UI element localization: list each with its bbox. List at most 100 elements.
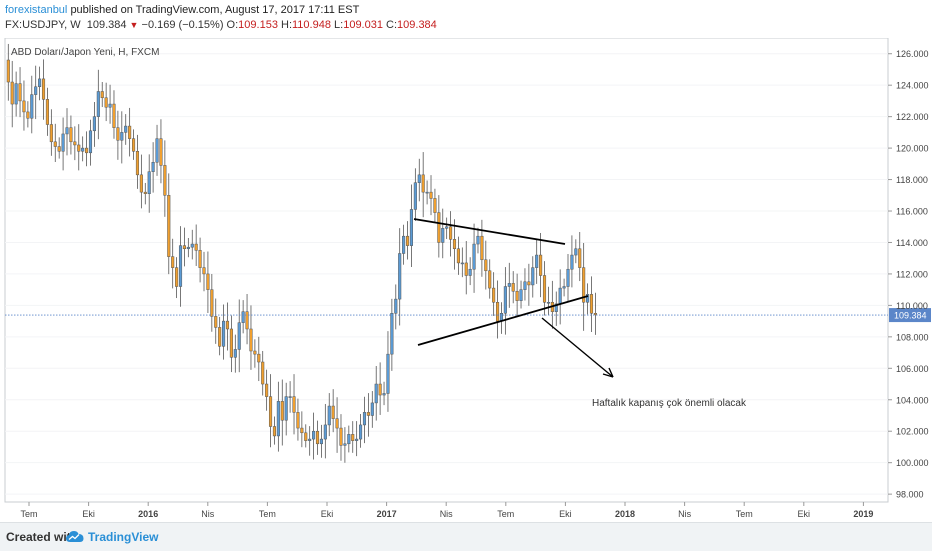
candle-up: [523, 281, 527, 290]
candle-up: [409, 209, 413, 246]
x-tick-label: Nis: [440, 509, 453, 519]
candle-down: [85, 147, 89, 154]
candle-down: [339, 427, 343, 446]
candle-down: [405, 235, 410, 246]
candle-down: [488, 270, 492, 289]
candle-down: [6, 59, 10, 83]
candle-up: [566, 268, 570, 287]
candle-down: [433, 198, 437, 213]
candle-up: [319, 438, 323, 445]
candle-up: [34, 86, 38, 95]
candle-up: [108, 103, 112, 108]
candle-down: [300, 427, 304, 434]
candle-up: [476, 235, 480, 245]
candle-down: [315, 430, 320, 445]
y-tick-label: 126.000: [896, 49, 929, 59]
candle-down: [351, 434, 355, 441]
candle-down: [492, 287, 496, 303]
candle-up: [155, 138, 159, 163]
candle-up: [124, 125, 128, 133]
candle-up: [233, 349, 237, 358]
candle-up: [288, 396, 292, 398]
drawings-group: 109.384: [5, 218, 931, 378]
candle-up: [222, 320, 226, 347]
candle-down: [104, 97, 108, 108]
upper-trendline: [413, 218, 566, 245]
open-value: 109.153: [238, 19, 278, 31]
y-tick-label: 108.000: [896, 332, 929, 342]
candle-up: [374, 383, 378, 404]
candle-up: [284, 396, 288, 421]
candle-down: [100, 91, 104, 99]
candle-down: [202, 267, 206, 275]
candle-down: [214, 316, 218, 328]
last-price-label: 109.384: [894, 311, 927, 321]
candlestick-chart[interactable]: 109.384 126.000 124.000 122.000 120.000 118.…: [0, 37, 932, 522]
x-tick-label: Nis: [201, 509, 214, 519]
candle-up: [359, 424, 363, 440]
candle-down: [589, 294, 594, 314]
candle-up: [370, 402, 374, 416]
candle-down: [218, 327, 222, 347]
candle-down: [77, 144, 81, 152]
candle-down: [480, 235, 484, 261]
candle-up: [468, 268, 472, 276]
x-tick-label: Tem: [736, 509, 753, 519]
close-value: 109.384: [397, 19, 437, 31]
candle-down: [261, 361, 265, 385]
y-tick-label: 112.000: [896, 269, 928, 279]
candle-down: [539, 254, 543, 276]
x-tick-label: 2017: [377, 509, 397, 519]
candle-up: [445, 226, 449, 229]
candle-up: [472, 243, 476, 270]
y-tick-label: 110.000: [896, 301, 928, 311]
y-tick-label: 104.000: [896, 395, 929, 405]
candle-down: [542, 275, 547, 303]
x-tick-label: Eki: [559, 509, 572, 519]
candle-down: [41, 78, 46, 100]
candle-up: [554, 303, 558, 312]
candle-down: [292, 396, 296, 413]
candle-up: [151, 162, 155, 172]
candle-up: [546, 301, 550, 304]
x-tick-label: Eki: [798, 509, 811, 519]
last-price-tag: [889, 308, 931, 323]
candle-down: [378, 383, 382, 396]
candle-up: [92, 116, 96, 132]
created-with-label: Created with: [6, 530, 79, 544]
high-label: H:: [281, 19, 292, 31]
candle-up: [323, 424, 327, 440]
annotation-text[interactable]: Haftalık kapanış çok önemli olacak: [592, 398, 747, 409]
low-label: L:: [334, 19, 344, 31]
candle-up: [519, 289, 523, 301]
candle-down: [26, 111, 30, 119]
high-value: 110.948: [292, 19, 331, 31]
price-axis[interactable]: 126.000 124.000 122.000 120.000 118.000 116.0…: [888, 49, 929, 500]
last-price: 109.384: [86, 19, 127, 31]
candle-down: [280, 401, 284, 421]
candle-up: [586, 294, 590, 303]
x-tick-label: 2016: [138, 509, 158, 519]
candle-up: [382, 393, 386, 396]
candle-down: [194, 243, 198, 251]
candle-up: [308, 438, 312, 441]
candle-up: [14, 83, 18, 105]
candle-down: [496, 301, 500, 322]
y-tick-label: 118.000: [896, 175, 928, 185]
candle-down: [593, 313, 597, 316]
tradingview-brand[interactable]: TradingView: [88, 530, 159, 544]
y-tick-label: 100.000: [896, 458, 929, 468]
candle-down: [163, 165, 167, 196]
author-link[interactable]: forexistanbul: [5, 4, 68, 16]
x-tick-label: 2019: [853, 509, 873, 519]
candle-up: [178, 245, 183, 287]
chart-area[interactable]: 109.384 126.000 124.000 122.000 120.000 118.…: [0, 37, 932, 522]
y-tick-label: 120.000: [896, 144, 929, 154]
candle-up: [413, 182, 417, 210]
time-axis[interactable]: Tem Eki 2016 Nis Tem Eki 2017 Nis Tem Eki 2018 Nis T…: [20, 502, 873, 519]
candle-down: [18, 83, 22, 102]
candle-up: [147, 171, 151, 194]
candle-down: [265, 383, 269, 397]
candle-up: [327, 405, 331, 426]
candle-down: [167, 195, 171, 257]
